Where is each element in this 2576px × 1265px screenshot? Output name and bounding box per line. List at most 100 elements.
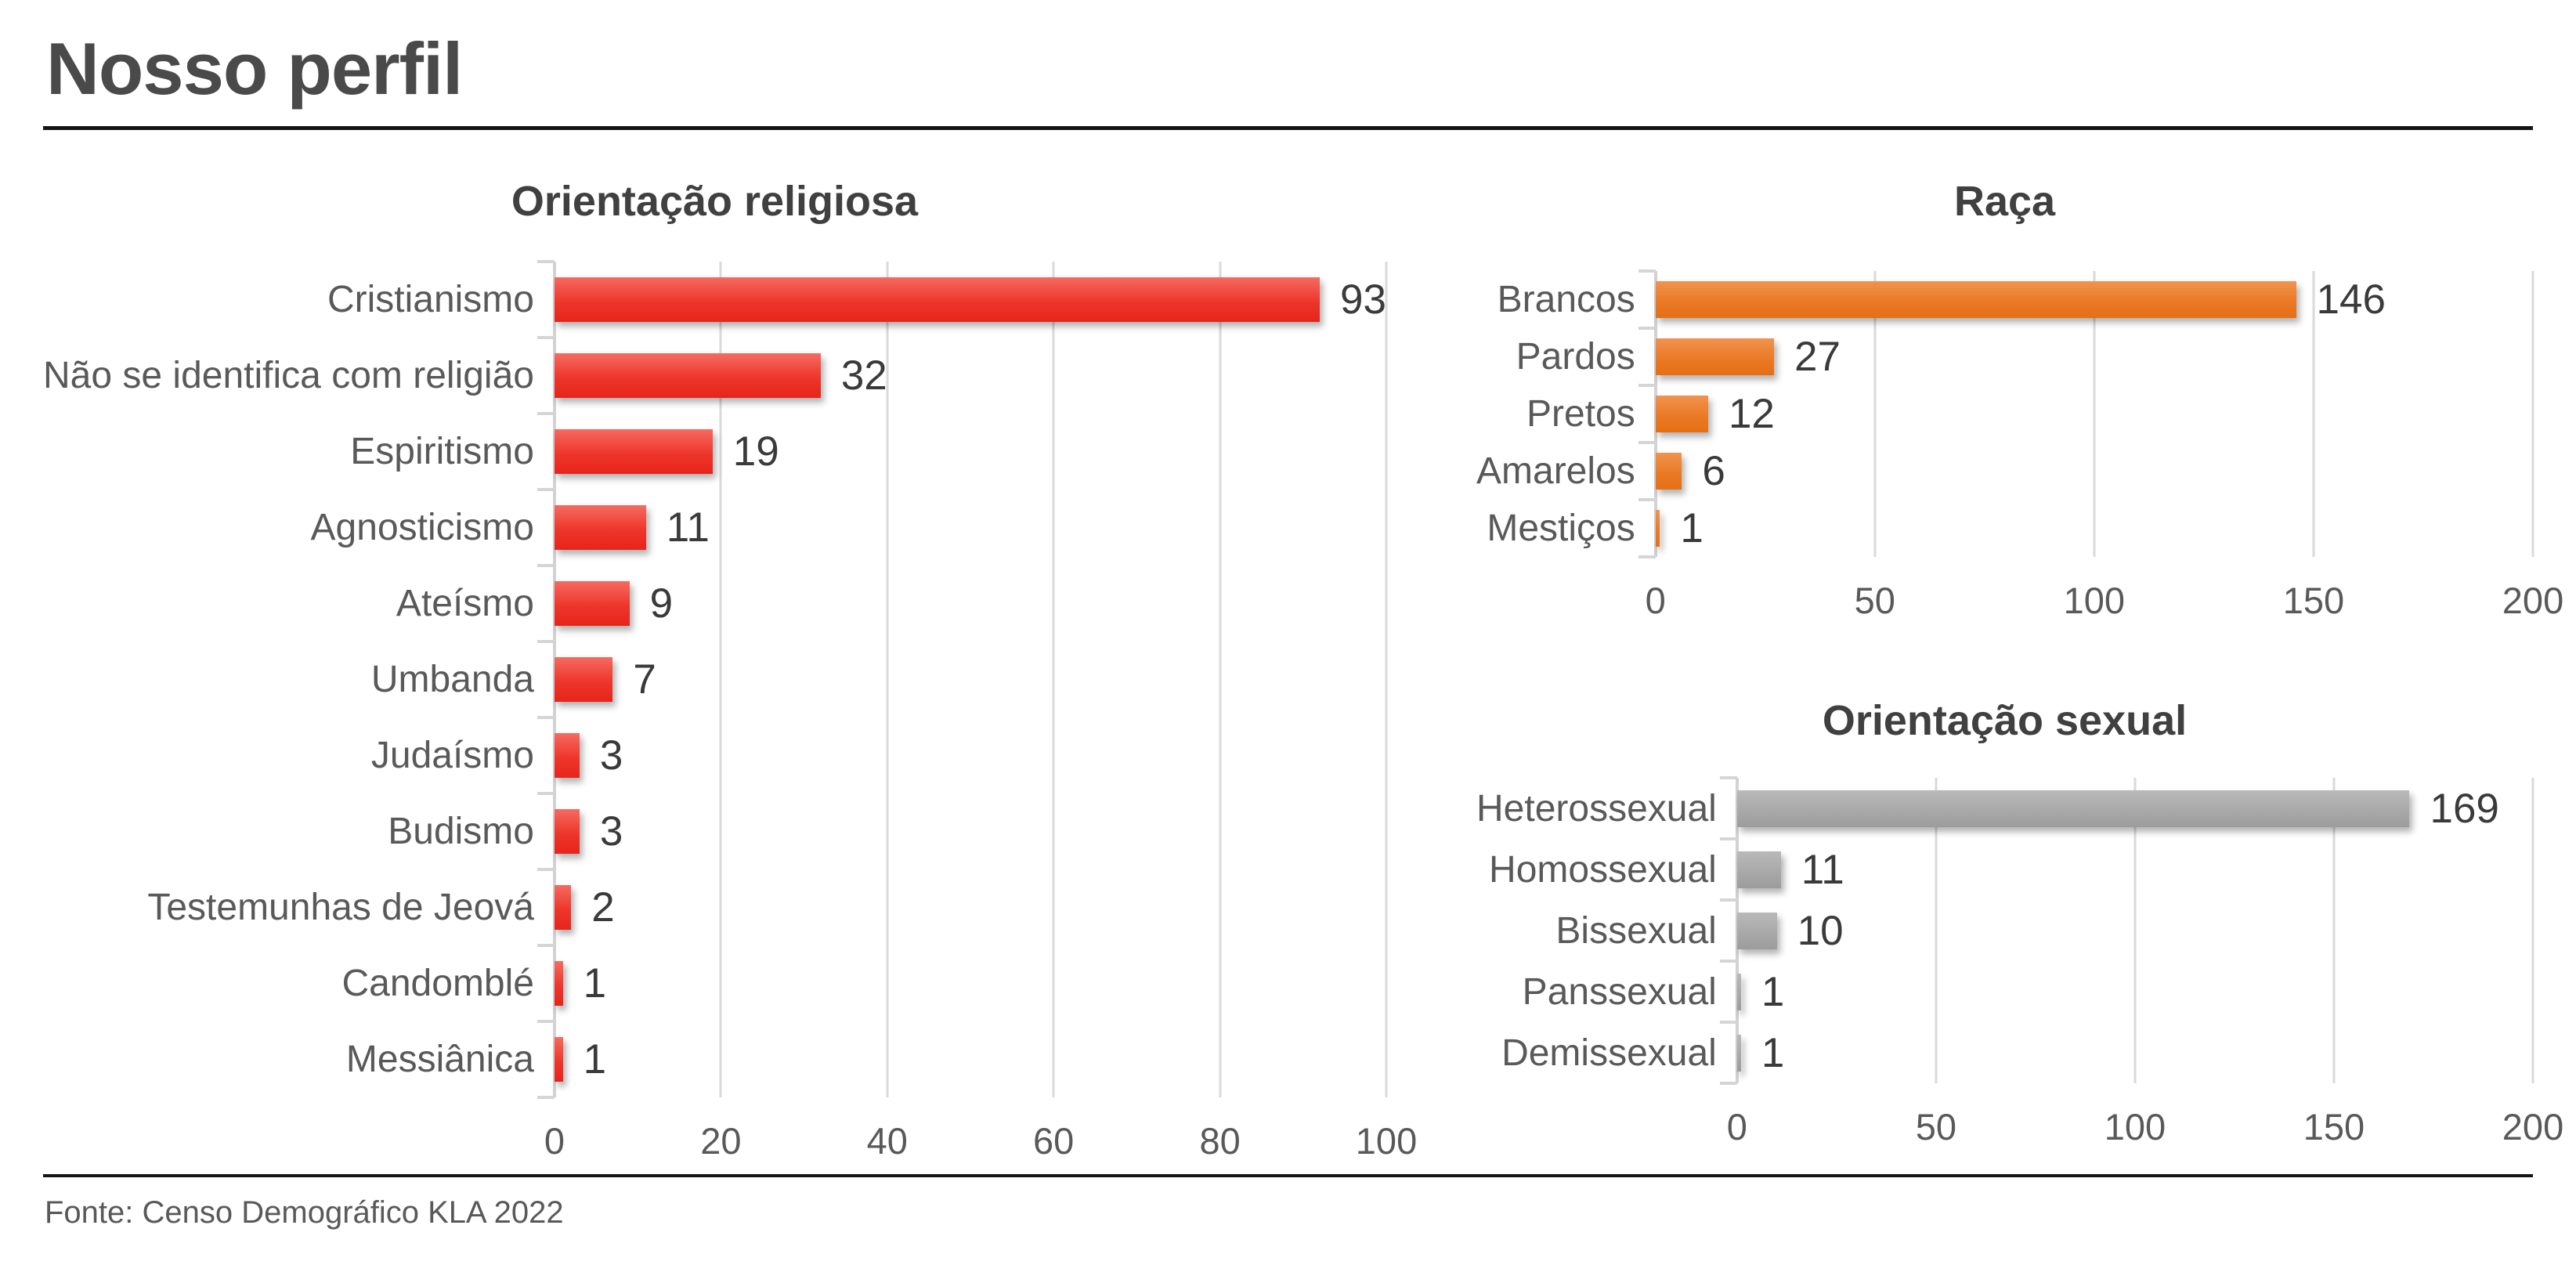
y-axis-tick [537,1096,555,1100]
x-axis-spacer [1476,1083,1737,1151]
y-axis-tick [1638,441,1656,445]
category-label: Candomblé [341,963,534,1005]
bar [1736,790,2410,827]
category-label: Panssexual [1522,970,1717,1013]
bar-row: 3 [554,793,1386,869]
bar-row: 10 [1736,900,2533,961]
category-label: Testemunhas de Jeová [147,887,534,929]
category-label: Agnosticismo [310,507,534,549]
bar [554,657,613,703]
y-axis-tick [537,640,555,644]
value-label: 19 [732,428,779,475]
value-label: 1 [1680,505,1703,552]
bar-row: 3 [554,717,1386,793]
y-axis-tick [537,716,555,720]
gridline [719,262,722,1098]
bar-row: 9 [554,566,1386,642]
gridline [2312,271,2315,558]
category-label: Ateísmo [396,583,534,625]
y-axis-tick [1719,837,1737,841]
bar [554,809,580,855]
bar-row: 1 [554,1021,1386,1097]
y-axis-tick [537,1020,555,1024]
y-axis-tick [1638,384,1656,388]
x-axis-tick-label: 100 [2104,1106,2166,1148]
plot-area: 146 27 12 6 1 [1638,269,2534,559]
x-axis-tick-label: 200 [2502,1106,2564,1148]
y-axis-tick [1719,898,1737,902]
category-label: Espiritismo [350,431,534,473]
category-label: Judaísmo [370,735,534,777]
bar-row: 1 [1736,961,2533,1022]
value-label: 7 [633,656,656,703]
bar [1736,912,1777,949]
x-axis-tick-label: 0 [544,1120,565,1162]
value-label: 1 [1761,1029,1785,1076]
bar [554,505,646,551]
bar-row: 32 [554,338,1386,414]
x-axis: 0 50 100 150 200 [1727,1083,2563,1151]
bar [1655,396,1708,433]
value-label: 12 [1728,391,1775,438]
y-axis-tick [537,336,555,340]
gridline [2531,778,2534,1084]
bar-row: 146 [1655,271,2533,328]
x-axis-tick-label: 100 [1355,1120,1418,1162]
bar-row: 2 [554,869,1386,945]
value-label: 32 [840,352,887,399]
footer-divider [43,1174,2533,1177]
right-column: Raça Brancos Pardos Pretos Amarelos Mestiços 1… [1476,177,2563,1165]
category-label: Messiânica [345,1039,534,1081]
value-label: 93 [1340,276,1386,323]
bar-row: 1 [554,945,1386,1021]
bar-row: 169 [1736,778,2533,839]
bar-row: 93 [554,262,1386,338]
bar-row: 7 [554,642,1386,717]
bar-row: 19 [554,414,1386,490]
x-axis-tick-label: 150 [2282,580,2345,622]
category-label: Brancos [1497,279,1635,321]
y-axis-tick [537,488,555,492]
bar [554,277,1321,323]
y-axis-tick [1638,327,1656,331]
category-labels: Cristianismo Não se identifica com religi… [43,262,555,1097]
gridline [2093,271,2096,558]
gridline [2133,778,2137,1084]
category-label: Heterossexual [1476,787,1717,829]
gridline [1385,262,1388,1098]
category-labels: Heterossexual Homossexual Bissexual Panssex… [1476,778,1737,1083]
bar [1655,510,1660,548]
y-axis-tick [537,868,555,872]
category-label: Bissexual [1555,909,1717,952]
x-axis-tick-label: 50 [1915,1106,1956,1148]
value-label: 9 [649,580,674,627]
y-axis-tick [537,564,555,568]
value-label: 2 [591,884,615,931]
value-label: 3 [599,808,623,855]
x-axis-tick-label: 20 [700,1120,742,1162]
category-label: Homossexual [1489,848,1717,891]
value-label: 11 [1801,846,1844,893]
gridline [1219,262,1222,1098]
x-axis-tick-label: 100 [2063,580,2126,622]
chart-race: Raça Brancos Pardos Pretos Amarelos Mestiços 1… [1476,177,2563,624]
value-label: 11 [666,504,710,551]
x-axis-tick-label: 80 [1199,1120,1241,1162]
category-label: Pretos [1526,393,1635,436]
gridline [886,262,889,1098]
y-axis-tick [537,260,555,264]
category-label: Budismo [388,811,534,853]
y-axis-tick [1638,555,1656,559]
title-divider [43,126,2533,131]
chart-title: Orientação sexual [1822,697,2188,745]
x-axis-tick-label: 40 [866,1120,908,1162]
chart-title: Raça [1953,178,2056,226]
category-label: Demissexual [1501,1032,1717,1074]
x-axis-tick-label: 200 [2502,580,2564,622]
chart-body: Heterossexual Homossexual Bissexual Panssex… [1476,776,2563,1151]
bar [1736,1034,1741,1072]
gridline [2332,778,2336,1084]
y-axis-tick [537,412,555,416]
value-label: 27 [1794,334,1841,381]
